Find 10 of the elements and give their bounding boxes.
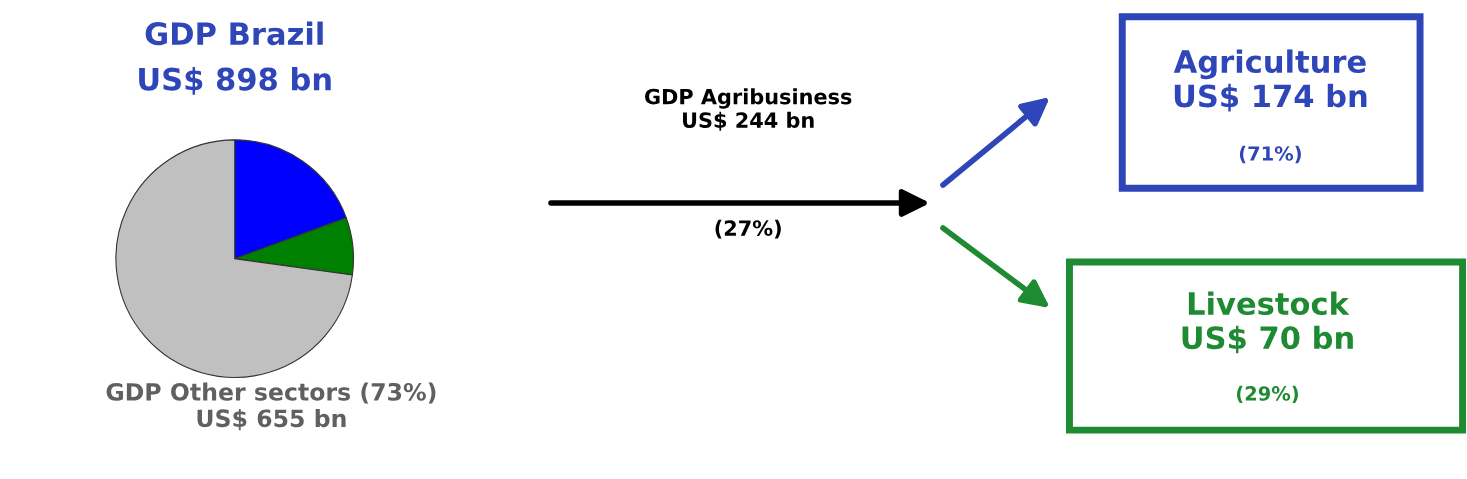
text: (71%) (1239, 145, 1301, 164)
text: GDP Agribusiness US$ 244 bn (645, 88, 852, 131)
chart-subtitle: US$ 898 bn (139, 67, 331, 95)
text: Agriculture US$ 174 bn (1173, 49, 1367, 112)
text: (29%) (1237, 385, 1298, 404)
text: Livestock US$ 70 bn (1182, 291, 1353, 354)
pie-slice (115, 139, 353, 379)
chart-title: GDP Brazil (145, 21, 323, 46)
text: (27%) (715, 219, 781, 239)
text: GDP Other sectors (73%) US$ 655 bn (106, 382, 436, 431)
